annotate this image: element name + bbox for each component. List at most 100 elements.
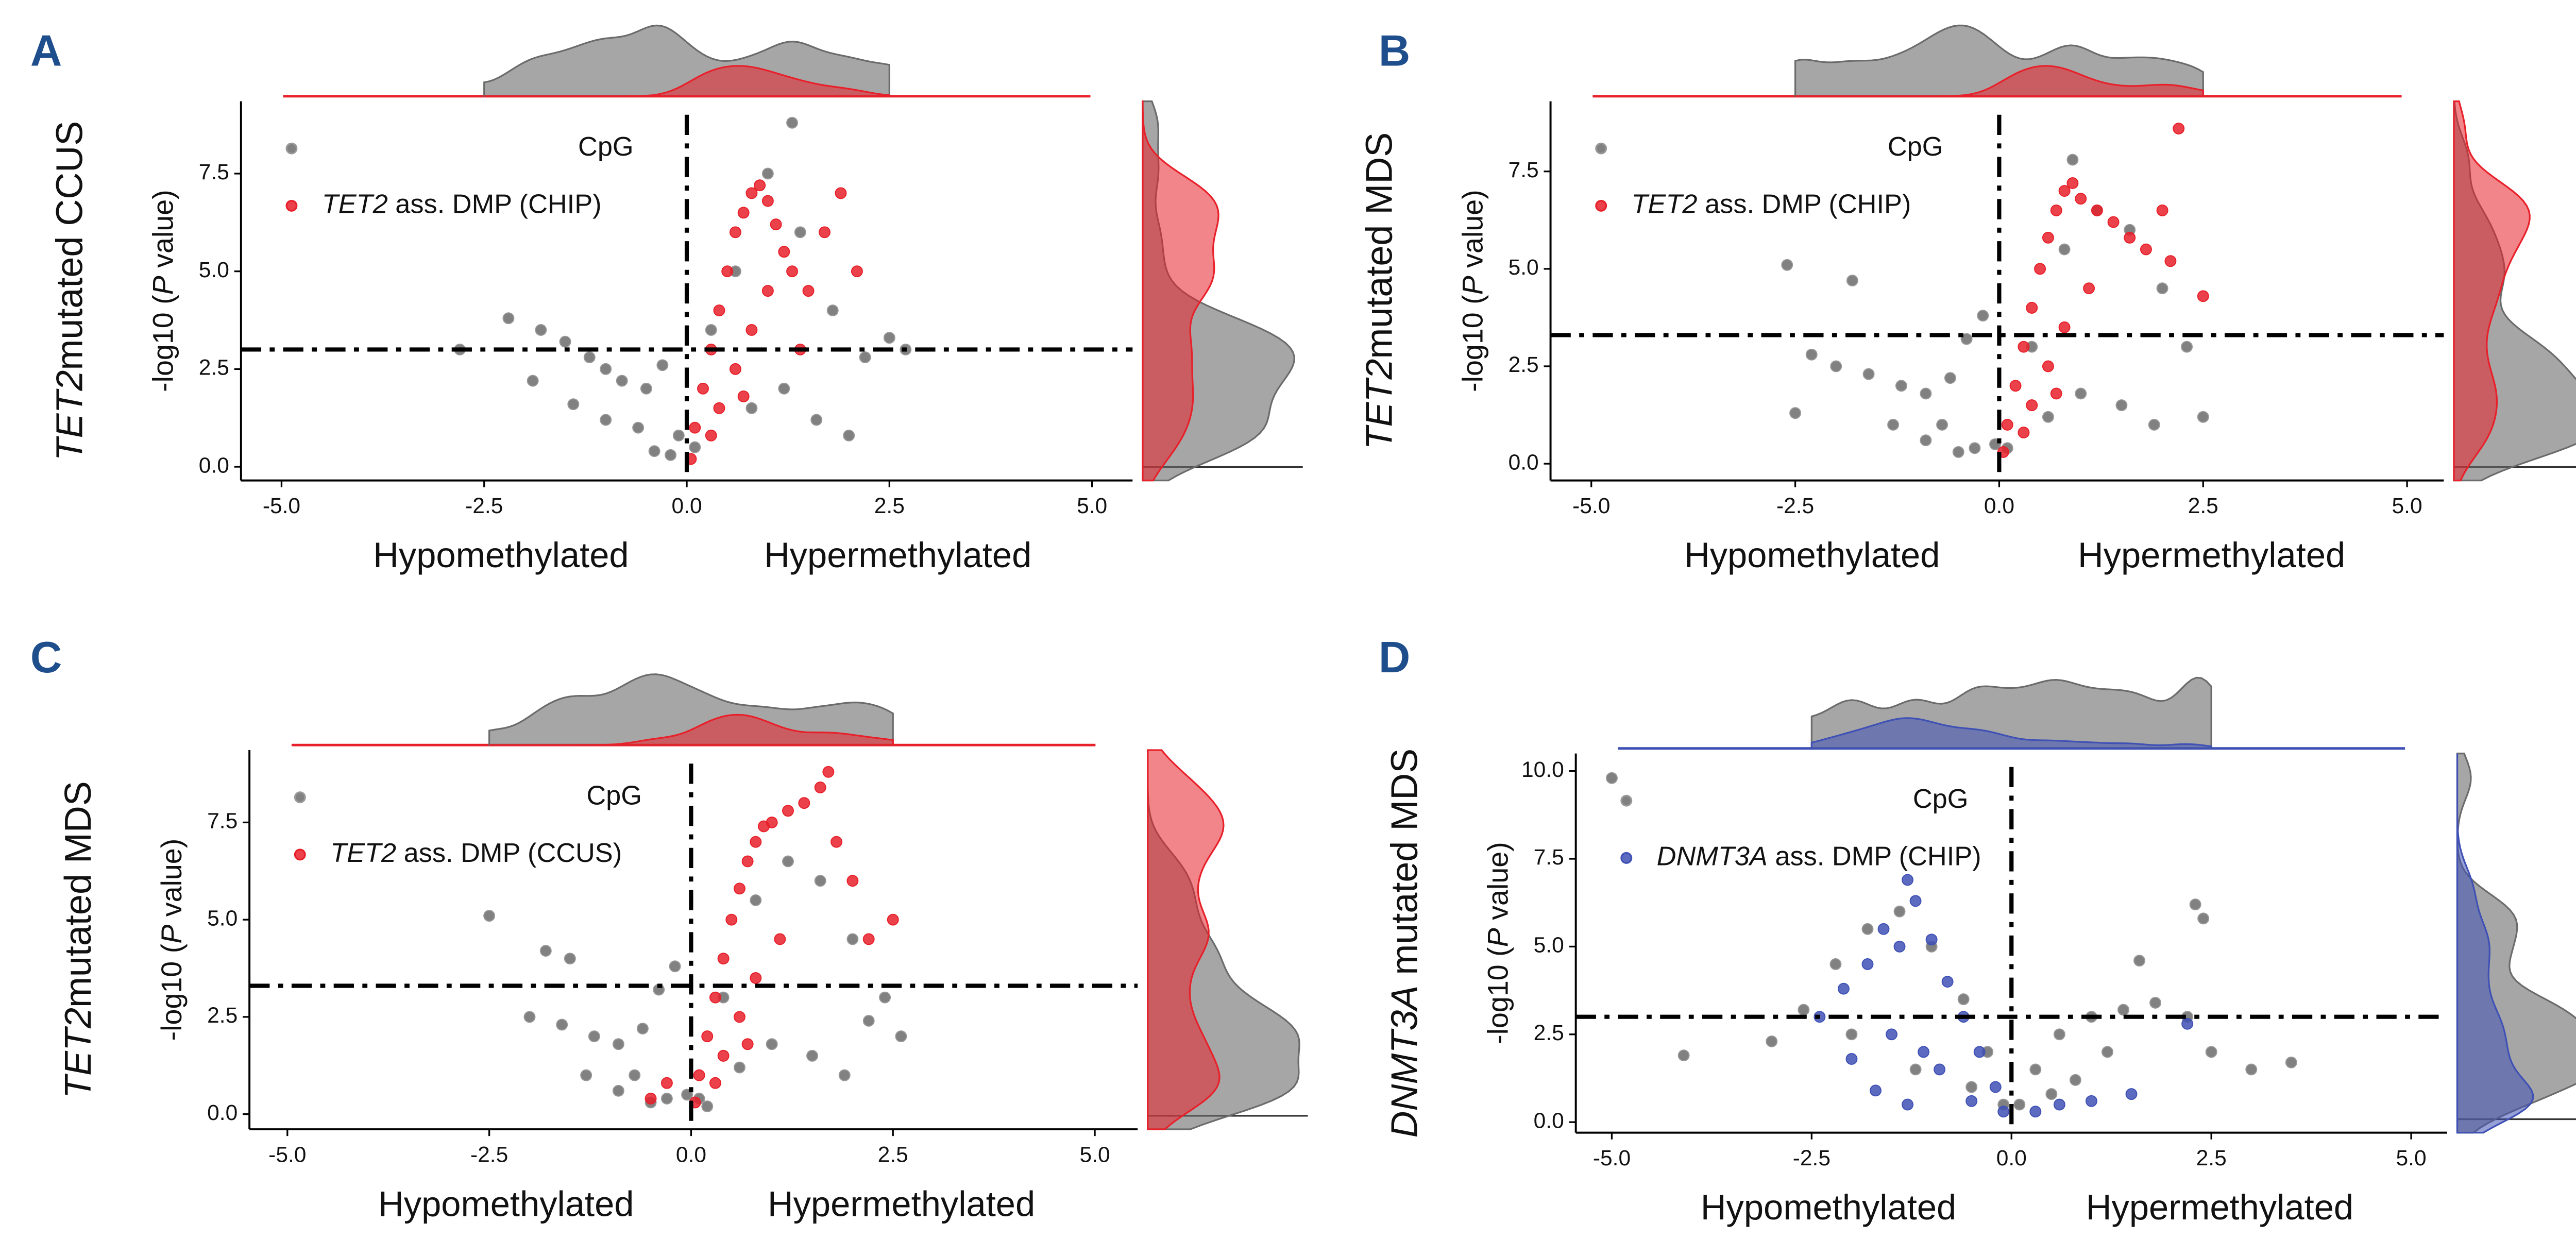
data-point	[1909, 895, 1922, 907]
data-point	[535, 324, 547, 336]
data-point	[761, 285, 774, 297]
x-axis-label: Hypermethylated	[764, 535, 1031, 575]
data-point	[2117, 1004, 2129, 1016]
row-label: TET2mutated CCUS	[49, 121, 91, 461]
marginal-density	[1142, 100, 1219, 482]
marginal-density	[1810, 717, 2212, 750]
x-tick-label: -2.5	[465, 494, 503, 518]
data-point	[2164, 255, 2177, 267]
legend-label: CpG	[1888, 132, 1943, 162]
marginal-density	[484, 65, 890, 97]
legend-label: CpG	[1913, 784, 1969, 814]
data-point	[1829, 958, 1842, 970]
x-tick-label: 2.5	[2196, 1146, 2227, 1170]
data-point	[2069, 1074, 2081, 1086]
row-label: TET2mutated MDS	[1359, 132, 1400, 450]
data-point	[709, 1077, 721, 1089]
data-point	[745, 187, 758, 199]
data-point	[1606, 772, 1618, 784]
legend-marker	[294, 848, 306, 861]
data-point	[750, 836, 762, 848]
x-axis-label: Hypermethylated	[2086, 1187, 2353, 1227]
row-label: TET2mutated MDS	[58, 781, 99, 1098]
data-point	[895, 1030, 907, 1043]
data-point	[774, 933, 786, 945]
data-point	[750, 972, 762, 984]
data-point	[2197, 290, 2209, 302]
data-point	[1902, 874, 1914, 886]
data-point	[1805, 348, 1818, 361]
panel: B TET2mutated MDS -log10 (P value) 0.0 2.5 5.…	[1359, 24, 2576, 575]
marginal-density	[2453, 100, 2531, 482]
data-point	[645, 1092, 657, 1105]
data-point	[1920, 434, 1932, 447]
data-point	[1846, 275, 1858, 287]
data-point	[1893, 940, 1906, 953]
data-point	[2053, 1028, 2065, 1041]
y-tick-label: 5.0	[207, 906, 238, 930]
y-tick-label: 0.0	[1534, 1109, 1564, 1133]
data-point	[2050, 204, 2062, 216]
x-tick-label: 5.0	[2396, 1146, 2427, 1170]
data-point	[750, 894, 762, 906]
y-axis-label: -log10 (P value)	[147, 190, 179, 392]
data-point	[656, 359, 669, 371]
data-point	[1957, 993, 1970, 1006]
data-point	[862, 933, 875, 945]
x-tick-label: -2.5	[470, 1143, 508, 1167]
data-point	[2181, 1017, 2194, 1030]
data-point	[2042, 231, 2054, 244]
data-point	[725, 913, 738, 926]
data-point	[713, 304, 725, 316]
data-point	[1862, 368, 1875, 380]
data-point	[729, 363, 741, 375]
data-point	[2245, 1063, 2258, 1076]
data-point	[737, 207, 750, 219]
data-point	[705, 429, 717, 442]
data-point	[648, 445, 660, 457]
data-point	[2091, 204, 2103, 216]
data-point	[2107, 216, 2120, 228]
data-point	[835, 187, 847, 199]
data-point	[539, 945, 552, 957]
data-point	[567, 398, 580, 411]
data-point	[734, 882, 745, 895]
legend-label: DNMT3A ass. DMP (CHIP)	[1657, 841, 1981, 871]
marginal-density	[489, 714, 894, 746]
data-point	[2050, 387, 2062, 400]
data-point	[782, 805, 794, 817]
data-point	[717, 1049, 730, 1062]
legend-label: TET2 ass. DMP (CHIP)	[1632, 189, 1911, 219]
x-tick-label: 2.5	[2188, 494, 2218, 518]
data-point	[826, 304, 839, 316]
x-tick-label: 5.0	[1079, 1143, 1110, 1167]
data-point	[523, 1011, 536, 1023]
data-point	[1893, 905, 1906, 918]
data-point	[2115, 399, 2128, 412]
data-point	[580, 1069, 592, 1081]
data-point	[2029, 1106, 2042, 1118]
x-tick-label: 0.0	[671, 494, 702, 518]
legend-label: CpG	[586, 780, 642, 810]
data-point	[761, 195, 774, 207]
data-point	[761, 167, 774, 180]
x-tick-label: 0.0	[1996, 1146, 2027, 1170]
data-point	[2058, 185, 2071, 197]
legend-marker	[1595, 199, 1607, 212]
data-point	[1960, 333, 1973, 345]
data-point	[660, 1077, 673, 1089]
data-point	[636, 1023, 649, 1034]
y-axis-label: -log10 (P value)	[1456, 190, 1488, 392]
data-point	[2197, 912, 2210, 925]
data-point	[2042, 411, 2054, 423]
data-point	[2197, 411, 2209, 423]
data-point	[689, 421, 701, 434]
y-tick-label: 10.0	[1521, 758, 1564, 782]
data-point	[814, 875, 826, 887]
data-point	[1989, 1081, 2002, 1093]
data-point	[2018, 427, 2030, 439]
data-point	[2181, 341, 2193, 353]
data-point	[2149, 996, 2162, 1009]
legend-label: TET2 ass. DMP (CHIP)	[322, 189, 602, 219]
marginal-density	[1147, 749, 1225, 1130]
